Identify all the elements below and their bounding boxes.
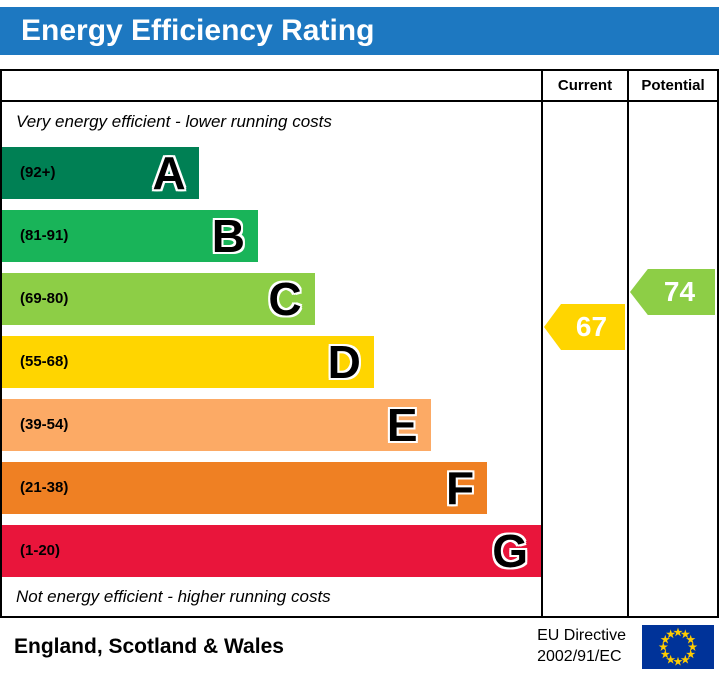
header-spacer <box>2 71 541 102</box>
band-c-letter: C <box>268 272 302 325</box>
band-d-range: (55-68) <box>20 353 69 370</box>
current-column-header: Current <box>541 71 627 102</box>
band-f-range: (21-38) <box>20 479 69 496</box>
band-b-letter: B <box>211 209 246 262</box>
band-b-range: (81-91) <box>20 227 69 244</box>
current-rating-arrow: 67 <box>544 304 625 350</box>
band-a: (92+) A <box>2 146 199 199</box>
potential-rating-value: 74 <box>663 276 696 307</box>
band-stack: (92+) A (81-91) B (69-80) C (55-68) D (3… <box>2 145 541 579</box>
top-caption: Very energy efficient - lower running co… <box>16 112 332 131</box>
band-g: (1-20) G <box>2 524 541 577</box>
band-g-range: (1-20) <box>20 542 61 559</box>
potential-column: 74 <box>627 102 717 616</box>
current-rating-value: 67 <box>575 311 608 342</box>
band-e-range: (39-54) <box>20 416 69 433</box>
potential-column-header: Potential <box>627 71 717 102</box>
band-e: (39-54) E <box>2 398 431 451</box>
band-d: (55-68) D <box>2 335 374 388</box>
band-g-letter: G <box>492 524 528 577</box>
eu-flag-icon <box>642 624 714 669</box>
band-c-range: (69-80) <box>20 290 69 307</box>
eu-directive-line1: EU Directive <box>537 626 626 644</box>
band-f-letter: F <box>445 461 475 514</box>
bands-area: Very energy efficient - lower running co… <box>2 102 541 616</box>
region-label: England, Scotland & Wales <box>14 634 284 658</box>
band-a-letter: A <box>152 146 186 199</box>
current-column: 67 <box>541 102 627 616</box>
band-d-letter: D <box>327 335 361 388</box>
epc-chart: Current Potential Very energy efficient … <box>0 69 719 618</box>
footer: England, Scotland & Wales EU Directive 2… <box>0 618 719 675</box>
band-f: (21-38) F <box>2 461 488 514</box>
potential-rating-arrow: 74 <box>630 269 715 315</box>
band-e-letter: E <box>386 398 418 451</box>
eu-directive-line2: 2002/91/EC <box>537 647 622 665</box>
eu-directive-label: EU Directive 2002/91/EC <box>537 626 626 668</box>
band-a-range: (92+) <box>20 164 56 181</box>
band-b: (81-91) B <box>2 209 259 262</box>
page-title: Energy Efficiency Rating <box>0 7 719 55</box>
band-c: (69-80) C <box>2 272 315 325</box>
bottom-caption: Not energy efficient - higher running co… <box>16 587 331 606</box>
